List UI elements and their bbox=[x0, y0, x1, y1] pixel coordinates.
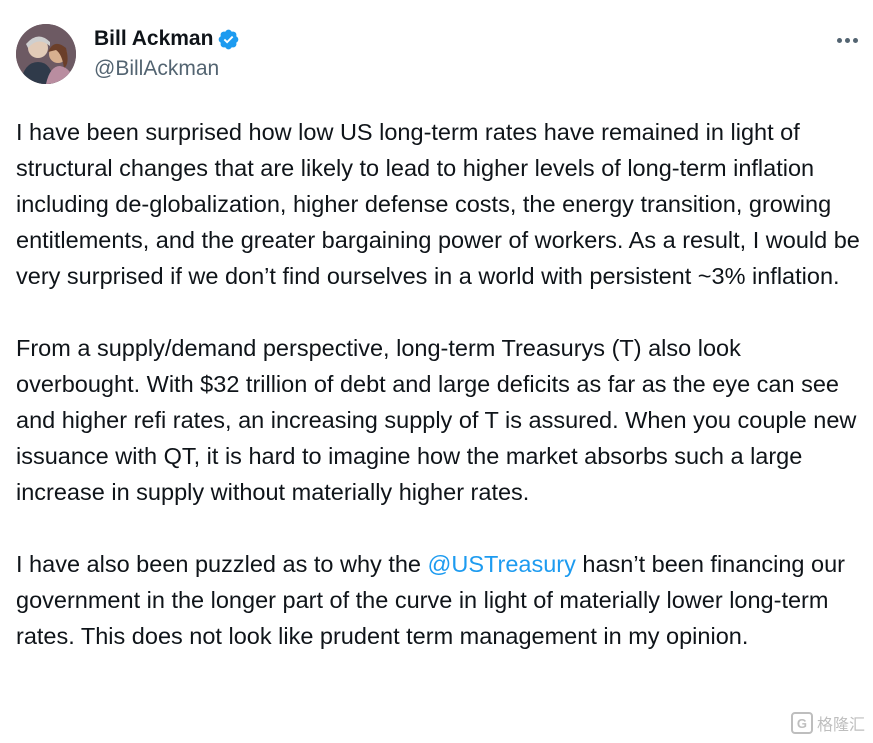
display-name-row: Bill Ackman bbox=[94, 26, 240, 52]
tweet-paragraph-2: From a supply/demand perspective, long-t… bbox=[16, 335, 857, 505]
watermark-text: 格隆汇 bbox=[816, 717, 865, 734]
tweet-header: Bill Ackman @BillAckman bbox=[16, 24, 861, 88]
more-dot-icon bbox=[844, 37, 850, 43]
paragraph-3-text-start: I have also been puzzled as to why the bbox=[16, 551, 428, 577]
paragraph-3-text-end: hasn’t been financing our government in … bbox=[16, 551, 845, 649]
verified-badge-icon[interactable] bbox=[217, 28, 240, 51]
mention-link[interactable]: @USTreasury bbox=[427, 551, 576, 577]
tweet-text: I have been surprised how low US long-te… bbox=[16, 114, 861, 654]
tweet-paragraph-3: I have also been puzzled as to why the @… bbox=[16, 546, 861, 654]
more-options-button[interactable] bbox=[833, 30, 861, 50]
avatar-image bbox=[16, 24, 76, 84]
display-name[interactable]: Bill Ackman bbox=[94, 27, 214, 50]
tweet-paragraph-1: I have been surprised how low US long-te… bbox=[16, 119, 860, 289]
more-dot-icon bbox=[836, 37, 842, 43]
author-names: Bill Ackman @BillAckman bbox=[94, 26, 240, 81]
watermark: G 格隆汇 bbox=[790, 711, 865, 735]
more-dot-icon bbox=[852, 37, 858, 43]
avatar[interactable] bbox=[16, 24, 76, 84]
watermark-logo-icon: G bbox=[790, 712, 813, 734]
user-handle[interactable]: @BillAckman bbox=[94, 57, 220, 80]
